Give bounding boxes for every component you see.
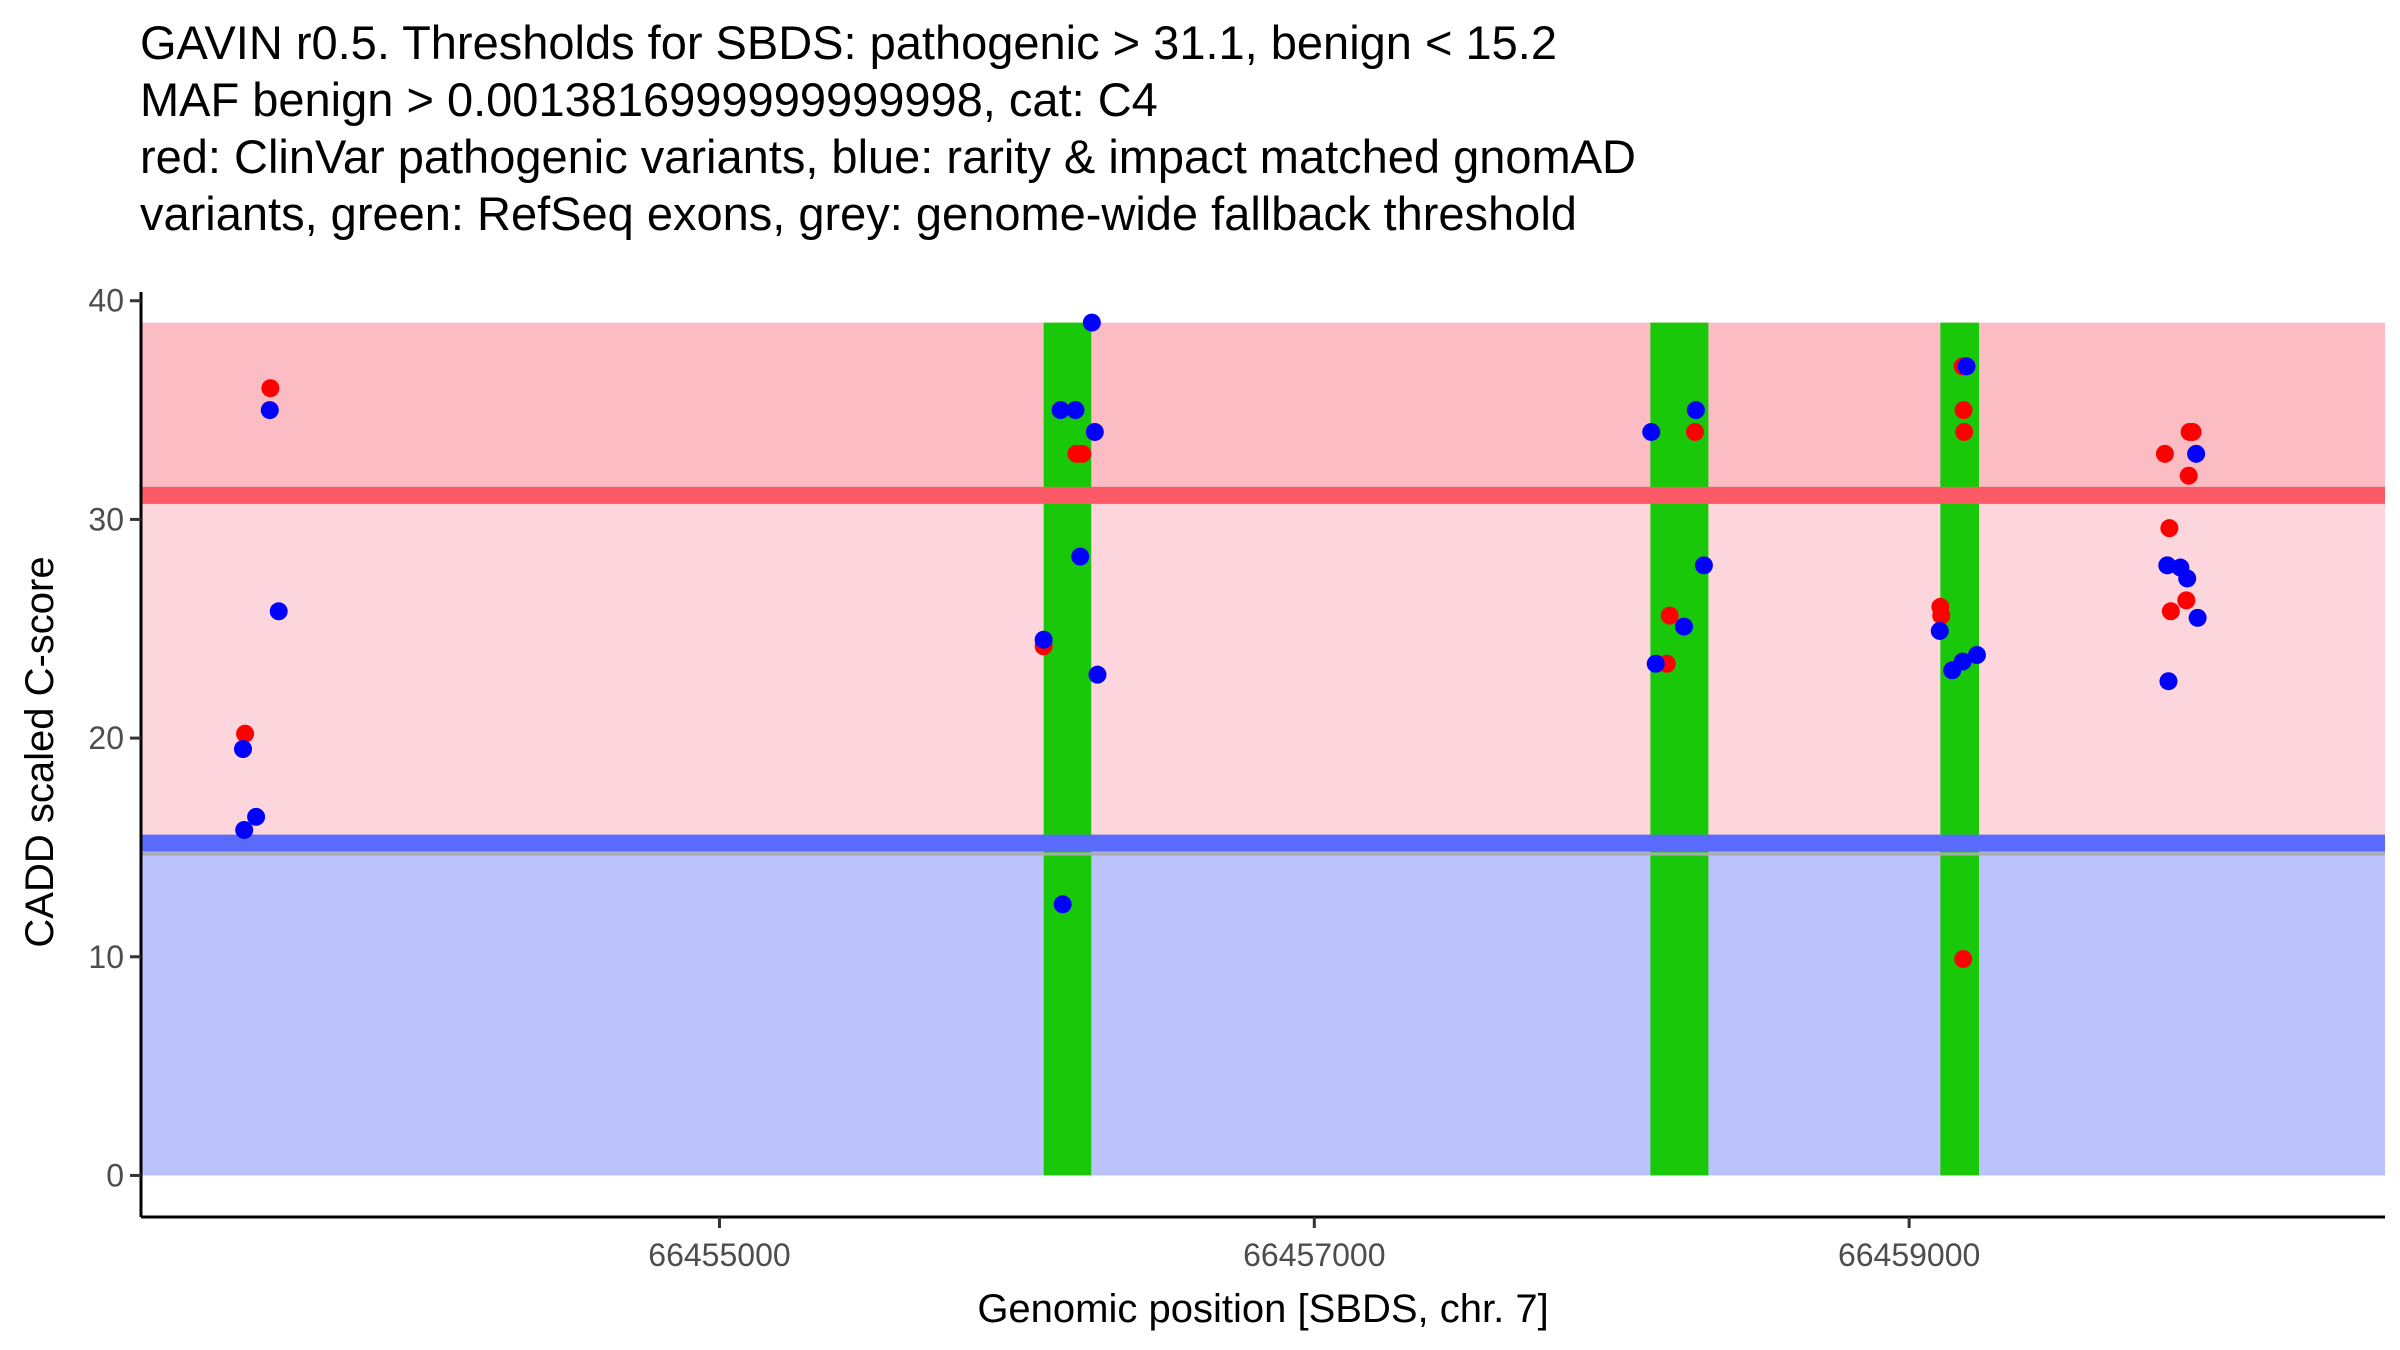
- clinvar-point-21: [2183, 422, 2202, 441]
- gnomad-point-15: [1646, 654, 1665, 673]
- title-line-4: variants, green: RefSeq exons, grey: gen…: [140, 187, 1577, 240]
- gnomad-point-18: [1694, 556, 1713, 575]
- clinvar-point-13: [1955, 422, 1974, 441]
- clinvar-point-2: [261, 379, 280, 398]
- chart-title: GAVIN r0.5. Thresholds for SBDS: pathoge…: [140, 14, 2380, 242]
- gnomad-point-2: [235, 820, 254, 839]
- threshold-bands: [141, 322, 2385, 1176]
- clinvar-point-7: [1660, 606, 1679, 625]
- x-tick-label-66459000: 66459000: [1838, 1237, 1980, 1273]
- data-points: [234, 313, 2207, 968]
- clinvar-point-17: [2161, 602, 2180, 621]
- x-tick-label-66455000: 66455000: [648, 1237, 790, 1273]
- benign-band: [141, 843, 2385, 1176]
- gnomad-point-10: [1071, 547, 1090, 566]
- threshold-lines: [141, 486, 2385, 856]
- clinvar-point-1: [236, 724, 255, 743]
- gnomad-point-19: [1930, 621, 1949, 640]
- y-tick-label-30: 30: [88, 501, 124, 537]
- clinvar-point-18: [2177, 591, 2196, 610]
- gnomad-point-8: [1053, 895, 1072, 914]
- clinvar-point-14: [1954, 949, 1973, 968]
- gnomad-point-3: [247, 807, 266, 826]
- gnomad-point-23: [1967, 646, 1986, 665]
- gnomad-point-4: [260, 401, 279, 420]
- gnomad-point-1: [234, 740, 253, 759]
- y-tick-label-0: 0: [106, 1157, 124, 1193]
- clinvar-point-8: [1685, 422, 1704, 441]
- pathogenic-band: [141, 322, 2385, 496]
- gnomad-point-22: [1957, 357, 1976, 376]
- title-line-3: red: ClinVar pathogenic variants, blue: …: [140, 130, 1636, 183]
- gnomad-point-9: [1066, 401, 1085, 420]
- clinvar-point-5: [1073, 444, 1092, 463]
- gnomad-point-6: [1034, 630, 1053, 649]
- y-tick-label-10: 10: [88, 939, 124, 975]
- title-line-2: MAF benign > 0.0013816999999999998, cat:…: [140, 73, 1158, 126]
- y-axis-label: CADD scaled C-score: [18, 556, 62, 947]
- gnomad-point-12: [1085, 422, 1104, 441]
- clinvar-point-19: [2179, 466, 2198, 485]
- title-line-1: GAVIN r0.5. Thresholds for SBDS: pathoge…: [140, 16, 1557, 69]
- gnomad-point-25: [2159, 672, 2178, 691]
- clinvar-point-12: [1954, 401, 1973, 420]
- y-tick-label-20: 20: [88, 720, 124, 756]
- clinvar-point-10: [1932, 606, 1951, 625]
- gnomad-point-16: [1674, 617, 1693, 636]
- gnomad-point-29: [2188, 608, 2207, 627]
- gnomad-point-14: [1642, 422, 1661, 441]
- exon-bar-2: [1650, 322, 1709, 1176]
- axes: 0 10 20 30 40 66455000 66457000 66459000: [88, 283, 2385, 1273]
- clinvar-point-16: [2160, 519, 2179, 538]
- exon-bar-3: [1940, 322, 1980, 1176]
- gnomad-point-28: [2187, 444, 2206, 463]
- x-axis-label: Genomic position [SBDS, chr. 7]: [977, 1287, 1548, 1331]
- exon-bars: [1043, 322, 1980, 1176]
- exon-bar-1: [1043, 322, 1092, 1176]
- gnomad-point-27: [2178, 569, 2197, 588]
- uncertain-band: [141, 495, 2385, 844]
- y-tick-label-40: 40: [88, 283, 124, 319]
- gnomad-point-7: [1051, 401, 1070, 420]
- gnomad-point-11: [1082, 313, 1101, 332]
- gnomad-point-13: [1088, 665, 1107, 684]
- gnomad-point-21: [1953, 652, 1972, 671]
- x-tick-label-66457000: 66457000: [1243, 1237, 1385, 1273]
- gnomad-point-17: [1686, 401, 1705, 420]
- clinvar-point-15: [2155, 444, 2174, 463]
- gnomad-point-5: [269, 602, 288, 621]
